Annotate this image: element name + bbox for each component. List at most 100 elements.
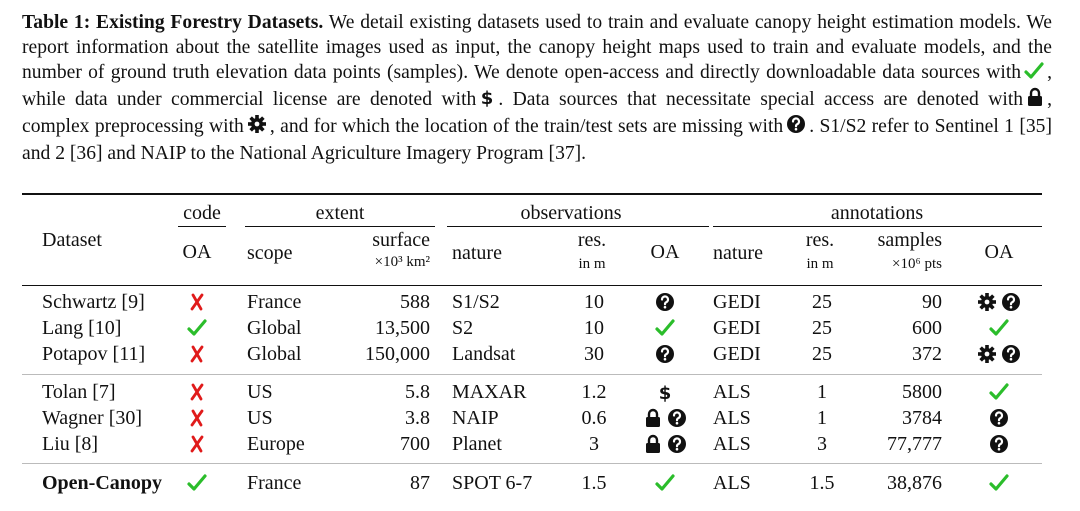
caption-label: Table 1: Existing Forestry Datasets. <box>22 12 324 33</box>
header-ann-res-unit: in m <box>806 256 834 272</box>
gear-icon <box>247 114 267 141</box>
samples-cell: 3784 <box>902 407 942 429</box>
ann-nature-cell: ALS <box>713 407 751 429</box>
cross-icon <box>187 382 207 402</box>
header-obs-res: res. <box>577 229 607 251</box>
scope-cell: Global <box>247 317 302 339</box>
cross-icon <box>187 434 207 454</box>
gear-icon <box>977 292 997 312</box>
check-icon <box>1024 62 1044 87</box>
header-ann-oa: OA <box>984 241 1014 263</box>
obs-nature-cell: NAIP <box>452 407 499 429</box>
surface-cell: 5.8 <box>405 381 430 403</box>
obs-nature-cell: S2 <box>452 317 474 339</box>
annotations-group-rule <box>713 226 1042 227</box>
obs-res-cell: 0.6 <box>581 407 607 429</box>
obs-res-cell: 3 <box>589 433 599 455</box>
obs-nature-cell: S1/S2 <box>452 291 500 313</box>
extent-group-rule <box>245 226 435 227</box>
header-obs-oa: OA <box>650 241 680 263</box>
obs-nature-cell: SPOT 6-7 <box>452 472 533 494</box>
caption-line4a: open-access and directly downloadable da… <box>564 62 1022 83</box>
ann-res-cell: 25 <box>812 343 832 365</box>
obs-res-cell: 1.2 <box>581 381 607 403</box>
check-icon <box>989 318 1009 338</box>
question-icon <box>1001 344 1021 364</box>
ann-nature-cell: ALS <box>713 472 751 494</box>
ann-res-cell: 1.5 <box>809 472 835 494</box>
caption-line6a: for which the location of the train/test… <box>313 116 784 137</box>
obs-nature-cell: MAXAR <box>452 381 527 403</box>
check-icon <box>989 473 1009 493</box>
dataset-name: Potapov [11] <box>42 343 146 365</box>
scope-cell: France <box>247 472 302 494</box>
svg-text:$: $ <box>659 383 672 402</box>
check-icon <box>187 318 207 338</box>
question-icon <box>786 114 806 141</box>
dataset-name: Wagner [30] <box>42 407 143 429</box>
caption-line3: used to train and evaluate models, and t… <box>22 37 1052 83</box>
surface-cell: 13,500 <box>375 317 430 339</box>
header-group-code: code <box>183 202 221 224</box>
obs-res-cell: 10 <box>584 317 604 339</box>
header-ann-nature: nature <box>713 242 763 264</box>
cross-icon <box>187 408 207 428</box>
samples-cell: 5800 <box>902 381 942 403</box>
ann-nature-cell: GEDI <box>713 343 761 365</box>
table-caption: Table 1: Existing Forestry Datasets. We … <box>22 10 1052 166</box>
ann-res-cell: 1 <box>817 407 827 429</box>
header-scope: scope <box>247 242 293 264</box>
question-icon <box>989 408 1009 428</box>
samples-cell: 38,876 <box>887 472 942 494</box>
header-samples-unit: ×10⁶ pts <box>892 256 942 272</box>
observations-group-rule <box>447 226 709 227</box>
caption-line4b: , while data under commercial license ar… <box>22 62 1053 110</box>
header-bottom-rule <box>22 285 1042 286</box>
header-surface: surface <box>372 229 430 251</box>
samples-cell: 600 <box>912 317 942 339</box>
lock-icon <box>1026 87 1044 114</box>
scope-cell: US <box>247 407 273 429</box>
group-separator-2 <box>22 463 1042 464</box>
group-separator-1 <box>22 374 1042 375</box>
scope-cell: France <box>247 291 302 313</box>
code-group-rule <box>178 226 226 227</box>
dataset-name: Open-Canopy <box>42 472 163 494</box>
header-obs-nature: nature <box>452 242 502 264</box>
header-obs-res-unit: in m <box>578 256 606 272</box>
gear-icon <box>977 344 997 364</box>
header-ann-res: res. <box>805 229 835 251</box>
cross-icon <box>187 344 207 364</box>
question-icon <box>655 344 675 364</box>
surface-cell: 150,000 <box>365 343 430 365</box>
question-icon <box>655 292 675 312</box>
ann-nature-cell: ALS <box>713 433 751 455</box>
svg-text:$: $ <box>481 88 494 107</box>
surface-cell: 3.8 <box>405 407 430 429</box>
caption-line5b: . Data sources that necessitate special … <box>498 89 1024 110</box>
header-code-oa: OA <box>182 241 212 263</box>
scope-cell: Global <box>247 343 302 365</box>
cross-icon <box>187 292 207 312</box>
ann-res-cell: 25 <box>812 317 832 339</box>
dataset-name: Lang [10] <box>42 317 122 339</box>
ann-res-cell: 1 <box>817 381 827 403</box>
lock-icon <box>643 408 663 428</box>
check-icon <box>187 473 207 493</box>
caption-line5d: , and <box>269 116 309 137</box>
question-icon <box>989 434 1009 454</box>
check-icon <box>989 382 1009 402</box>
dataset-name: Schwartz [9] <box>42 291 145 313</box>
header-samples: samples <box>877 229 942 251</box>
ann-nature-cell: GEDI <box>713 317 761 339</box>
surface-cell: 87 <box>410 472 430 494</box>
caption-line7: NAIP to the National Agriculture Imagery… <box>140 143 587 164</box>
lock-icon <box>643 434 663 454</box>
obs-nature-cell: Landsat <box>452 343 516 365</box>
ann-res-cell: 3 <box>817 433 827 455</box>
obs-res-cell: 10 <box>584 291 604 313</box>
question-icon <box>667 408 687 428</box>
caption-line6b: . S1/S2 refer to Sentinel 1 [35] and 2 [… <box>22 116 1052 164</box>
header-group-extent: extent <box>315 202 365 224</box>
